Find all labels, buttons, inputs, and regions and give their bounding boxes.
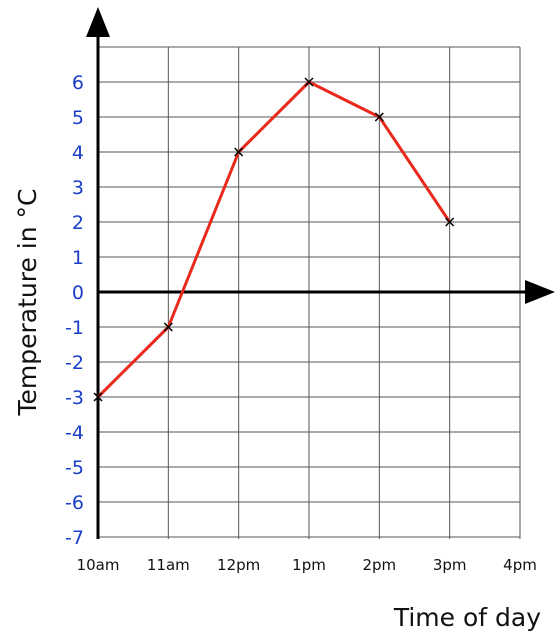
data-point-marker [374,112,384,122]
marker-stroke [234,147,244,157]
x-tick-labels: 10am 11am 12pm 1pm 2pm 3pm 4pm [77,556,537,574]
y-tick-label: -5 [65,457,84,479]
x-axis-arrow-icon [525,280,555,304]
data-point-marker [163,322,173,332]
data-point-marker [304,77,314,87]
x-tick-label: 11am [147,556,190,574]
y-tick-label: -1 [65,317,84,339]
marker-stroke [374,112,384,122]
series-layer [93,77,455,402]
y-tick-label: 0 [72,282,84,304]
data-point-marker [234,147,244,157]
marker-stroke [304,77,314,87]
y-axis-title: Temperature in °C [13,188,42,416]
y-tick-label: 2 [72,212,84,234]
x-tick-label: 10am [77,556,120,574]
y-tick-label: 5 [72,107,84,129]
marker-stroke [163,322,173,332]
y-tick-label: -2 [65,352,84,374]
y-tick-label: 1 [72,247,84,269]
data-point-marker [445,217,455,227]
x-axis-title: Time of day [393,603,541,632]
y-tick-label: -7 [65,527,84,549]
y-tick-label: -4 [65,422,84,444]
y-tick-label: 6 [72,72,84,94]
x-tick-label: 3pm [433,556,467,574]
axes [86,7,555,539]
x-tick-label: 4pm [503,556,537,574]
y-tick-label: -6 [65,492,84,514]
y-axis-arrow-icon [86,7,110,37]
x-tick-label: 12pm [217,556,260,574]
y-tick-label: 3 [72,177,84,199]
y-tick-label: 4 [72,142,84,164]
x-tick-label: 2pm [362,556,396,574]
y-tick-label: -3 [65,387,84,409]
series-line [96,80,451,399]
marker-stroke [445,217,455,227]
data-point-marker [93,392,103,402]
marker-stroke [93,392,103,402]
x-tick-label: 1pm [292,556,326,574]
y-tick-labels: 6 5 4 3 2 1 0 -1 -2 -3 -4 -5 -6 -7 [65,72,84,549]
